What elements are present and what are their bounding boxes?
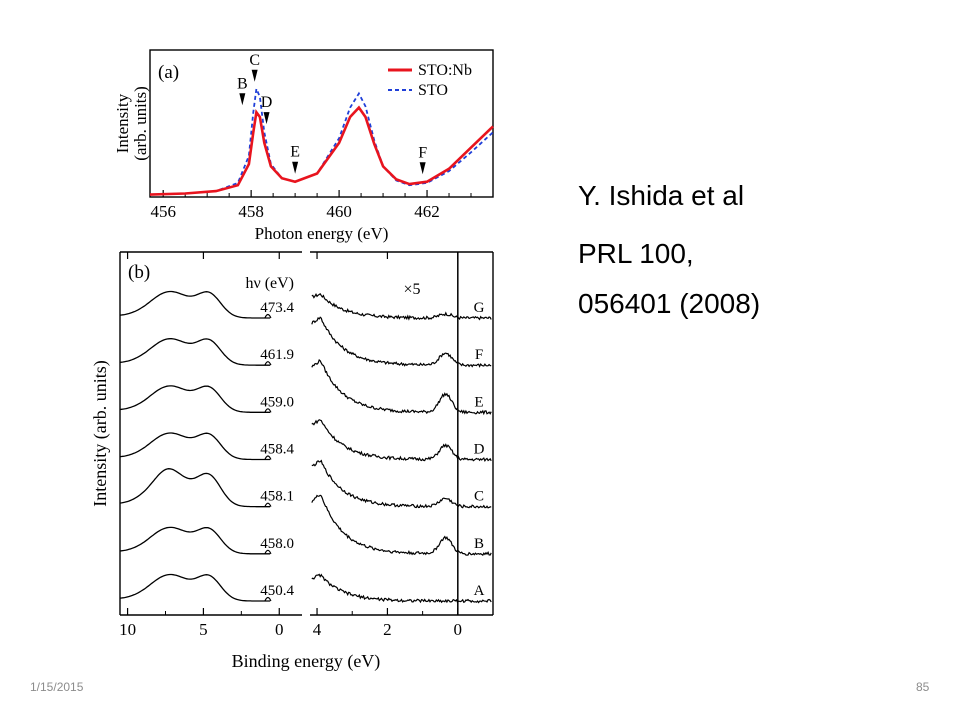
marker-arrow-c [251,69,258,82]
marker-label-f: F [418,144,427,161]
spectrum-valence-band [119,290,271,319]
in-gap-state-feature [264,408,272,413]
citation-article: 056401 (2008) [578,288,761,319]
marker-arrow-e [292,161,299,174]
marker-label-c: C [249,52,260,69]
spectrum-label-a: A [474,583,485,599]
panel-b-left-x-tick-label: 10 [119,620,136,639]
in-gap-state-feature [264,502,272,507]
spectrum-valence-band [119,526,271,555]
in-gap-state-feature [264,313,272,319]
spectrum-label-d: D [474,442,485,458]
spectrum-valence-band [119,573,271,602]
panel-b-left-x-tick-label: 0 [275,620,284,639]
legend-label-sto: STO [418,82,448,99]
panel-b-right-x-tick-label: 0 [454,620,463,639]
footer-date: 1/15/2015 [30,680,84,694]
spectrum-near-fermi [311,459,492,509]
marker-label-b: B [237,75,248,92]
panel-b-y-axis-label: Intensity (arb. units) [90,360,111,506]
marker-label-d: D [261,94,273,111]
spectrum-near-fermi [311,573,492,604]
marker-arrow-b [239,93,246,106]
spectrum-label-c: C [474,489,484,505]
legend-label-sto-nb: STO:Nb [418,62,472,79]
spectrum-near-fermi [311,359,492,416]
citation-journal: PRL 100, [578,238,694,269]
spectrum-label-f: F [475,347,483,363]
panel-a-x-tick-label: 458 [238,202,264,221]
in-gap-state-feature [264,596,272,602]
series-line-sto [149,85,494,196]
panel-a-x-tick-label: 460 [326,202,352,221]
in-gap-state-feature [264,455,272,460]
spectrum-photon-energy: 450.4 [260,583,294,599]
spectrum-near-fermi [311,494,492,556]
panel-b-right-x-tick-label: 4 [313,620,322,639]
panel-a-frame [149,49,494,198]
spectrum-photon-energy: 459.0 [260,394,294,410]
slide-number: 85 [916,680,930,694]
spectrum-valence-band [119,432,271,461]
panel-a-label: (a) [158,62,179,83]
spectrum-valence-band [119,468,271,508]
photon-energy-header: hν (eV) [245,275,294,292]
in-gap-state-feature [264,361,272,366]
marker-label-e: E [290,144,300,161]
panel-a-y-axis-label-line1: Intensity [113,93,132,153]
spectrum-photon-energy: 458.4 [260,442,294,458]
scale-factor-label: ×5 [403,281,420,298]
panel-a-x-tick-label: 462 [414,202,440,221]
spectrum-photon-energy: 473.4 [260,300,294,316]
marker-arrow-f [419,162,426,175]
spectrum-label-e: E [474,394,483,410]
spectrum-photon-energy: 458.0 [260,536,294,552]
panel-b-x-axis-label: Binding energy (eV) [232,651,381,672]
spectrum-valence-band [119,338,271,366]
panel-b-left-x-tick-label: 5 [199,620,208,639]
panel-a-x-axis-label: Photon energy (eV) [255,224,389,243]
spectrum-label-b: B [474,536,484,552]
spectrum-photon-energy: 458.1 [260,489,294,505]
marker-arrow-d [263,112,270,125]
panel-a-y-axis-label-line2: (arb. units) [131,86,150,161]
spectrum-near-fermi [311,419,492,463]
series-line-sto-nb [149,105,494,196]
spectrum-near-fermi [311,316,492,368]
panel-a-x-tick-label: 456 [150,202,176,221]
spectrum-label-g: G [474,300,485,316]
spectrum-near-fermi [311,292,492,321]
panel-b-label: (b) [128,262,150,283]
citation-authors: Y. Ishida et al [578,180,745,211]
panel-b-right-x-tick-label: 2 [383,620,392,639]
spectrum-valence-band [119,385,271,413]
in-gap-state-feature [264,549,272,555]
spectrum-photon-energy: 461.9 [260,347,294,363]
